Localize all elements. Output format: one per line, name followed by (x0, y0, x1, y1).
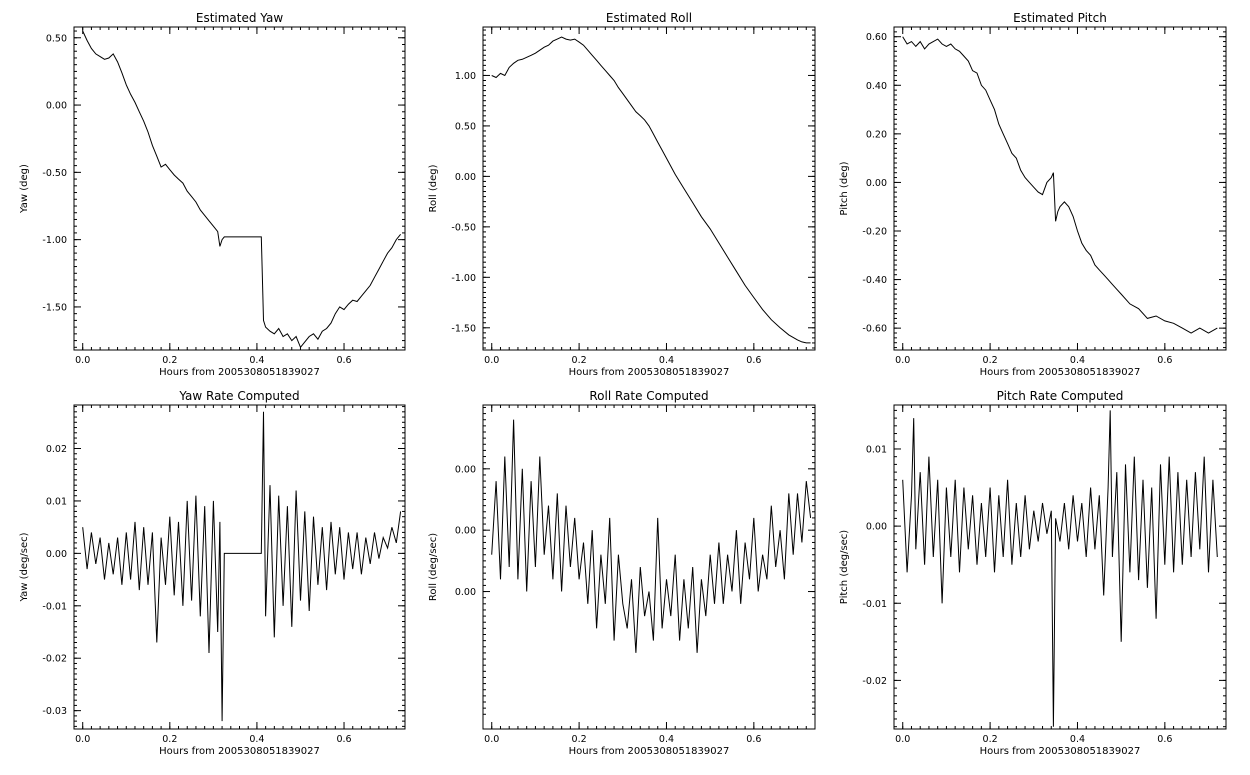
y-tick-label: 0.02 (46, 444, 67, 455)
x-tick-label: 0.6 (336, 355, 351, 366)
chart-title: Estimated Roll (606, 11, 692, 25)
x-tick-label: 0.4 (659, 734, 674, 745)
plot-frame (73, 26, 406, 351)
x-axis-label: Hours from 2005308051839027 (980, 746, 1141, 757)
plot-frame (482, 26, 816, 351)
y-tick-label: -1.50 (42, 302, 67, 313)
y-tick-label: 0.00 (455, 587, 476, 598)
chart-panel-1: Estimated Yaw Hours from 2005308051839027… (19, 11, 406, 378)
series-line-1 (902, 36, 1218, 334)
y-tick-label: -1.00 (42, 235, 67, 246)
y-axis-label: Roll (deg/sec) (428, 533, 439, 601)
x-axis-label: Hours from 2005308051839027 (159, 367, 320, 378)
chart-panel-6: Pitch Rate Computed Hours from 2005308051… (839, 389, 1227, 757)
y-tick-label: 0.00 (455, 526, 476, 537)
chart-panel-2: Estimated Roll Hours from 200530805183902… (428, 11, 816, 378)
x-tick-label: 0.4 (659, 355, 674, 366)
y-tick-label: -0.02 (42, 654, 67, 665)
y-tick-label: -0.50 (451, 222, 476, 233)
series-line-1 (491, 419, 812, 653)
y-tick-label: 0.00 (455, 464, 476, 475)
x-tick-label: 0.0 (895, 355, 910, 366)
y-tick-label: -0.03 (42, 706, 67, 717)
chart-title: Roll Rate Computed (589, 389, 708, 403)
x-tick-label: 0.4 (249, 355, 264, 366)
y-tick-label: 0.00 (866, 178, 887, 189)
x-tick-label: 0.6 (746, 734, 761, 745)
chart-panel-3: Estimated Pitch Hours from 20053080518390… (839, 11, 1227, 378)
series-line-1 (82, 30, 401, 349)
x-tick-label: 0.0 (484, 355, 499, 366)
x-tick-label: 0.2 (983, 355, 998, 366)
y-tick-label: 0.01 (866, 444, 887, 455)
y-tick-label: -0.40 (862, 275, 887, 286)
x-tick-label: 0.4 (1070, 734, 1085, 745)
x-tick-label: 0.2 (162, 734, 177, 745)
x-axis-label: Hours from 2005308051839027 (159, 746, 320, 757)
x-axis-label: Hours from 2005308051839027 (569, 746, 730, 757)
y-tick-label: 0.00 (866, 522, 887, 533)
chart-title: Estimated Yaw (196, 11, 283, 25)
y-axis-label: Pitch (deg) (839, 161, 850, 215)
y-tick-label: -0.60 (862, 324, 887, 335)
y-axis-label: Yaw (deg) (19, 164, 30, 214)
chart-title: Estimated Pitch (1013, 11, 1107, 25)
chart-title: Pitch Rate Computed (997, 389, 1124, 403)
chart-panel-4: Yaw Rate Computed Hours from 200530805183… (19, 389, 406, 757)
x-tick-label: 0.2 (572, 355, 587, 366)
x-tick-label: 0.0 (895, 734, 910, 745)
y-tick-label: 0.01 (46, 496, 67, 507)
y-axis-label: Roll (deg) (428, 164, 439, 212)
y-tick-label: 0.00 (455, 172, 476, 183)
y-tick-label: -0.02 (862, 676, 887, 687)
x-tick-label: 0.2 (162, 355, 177, 366)
y-tick-label: -0.20 (862, 227, 887, 238)
x-axis-label: Hours from 2005308051839027 (980, 367, 1141, 378)
y-tick-label: 0.20 (866, 129, 887, 140)
x-tick-label: 0.2 (983, 734, 998, 745)
series-line-1 (82, 411, 402, 722)
x-tick-label: 0.4 (249, 734, 264, 745)
y-tick-label: -1.00 (451, 273, 476, 284)
x-tick-label: 0.4 (1070, 355, 1085, 366)
x-tick-label: 0.2 (572, 734, 587, 745)
x-tick-label: 0.0 (484, 734, 499, 745)
plot-frame (893, 26, 1227, 351)
y-tick-label: -0.01 (42, 601, 67, 612)
x-tick-label: 0.6 (746, 355, 761, 366)
x-tick-label: 0.0 (75, 355, 90, 366)
y-tick-label: 0.00 (46, 101, 67, 112)
y-tick-label: 0.60 (866, 32, 887, 43)
chart-title: Yaw Rate Computed (178, 389, 299, 403)
y-tick-label: -0.50 (42, 168, 67, 179)
x-tick-label: 0.0 (75, 734, 90, 745)
y-axis-label: Yaw (deg/sec) (19, 532, 30, 602)
y-tick-label: 0.00 (46, 549, 67, 560)
x-axis-label: Hours from 2005308051839027 (569, 367, 730, 378)
chart-panel-5: Roll Rate Computed Hours from 20053080518… (428, 389, 816, 757)
y-tick-label: 1.00 (455, 71, 476, 82)
x-tick-label: 0.6 (1157, 734, 1172, 745)
series-line-1 (491, 36, 811, 344)
y-axis-label: Pitch (deg/sec) (839, 530, 850, 605)
series-line-1 (902, 410, 1218, 727)
y-tick-label: 0.50 (46, 33, 67, 44)
y-tick-label: -1.50 (451, 323, 476, 334)
x-tick-label: 0.6 (336, 734, 351, 745)
y-tick-label: 0.40 (866, 81, 887, 92)
y-tick-label: 0.50 (455, 121, 476, 132)
x-tick-label: 0.6 (1157, 355, 1172, 366)
y-tick-label: -0.01 (862, 599, 887, 610)
